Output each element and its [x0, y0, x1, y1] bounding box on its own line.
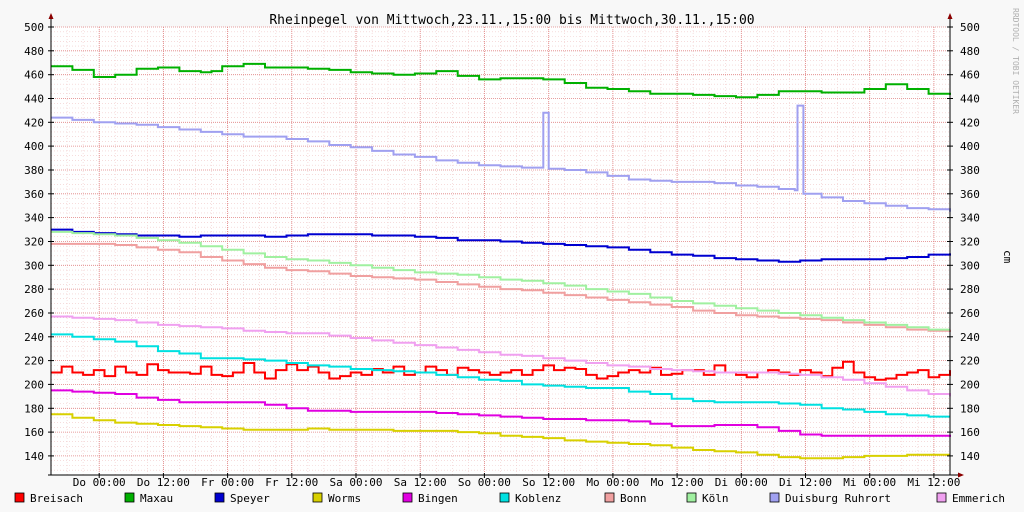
- series-line-speyer: [51, 228, 951, 263]
- y-axis-arrow: [947, 13, 953, 19]
- legend-label-bonn: Bonn: [620, 492, 647, 505]
- plot-area: [51, 27, 950, 475]
- y-tick-label-left: 280: [24, 283, 44, 296]
- legend-label-maxau: Maxau: [140, 492, 173, 505]
- series-line-emmerich: [51, 315, 951, 397]
- y-tick-label-right: 260: [960, 307, 980, 320]
- y-tick-label-left: 180: [24, 402, 44, 415]
- y-tick-label-right: 440: [960, 93, 980, 106]
- y-tick-label-left: 400: [24, 140, 44, 153]
- y-tick-label-right: 340: [960, 212, 980, 225]
- y-tick-label-right: 140: [960, 450, 980, 463]
- tick-labels: 140 140 160 160 180 180 200 200 220 220 240 240 260 2…: [24, 21, 980, 489]
- x-axis-arrow: [958, 472, 964, 478]
- y-tick-label-left: 140: [24, 450, 44, 463]
- y-tick-label-right: 360: [960, 188, 980, 201]
- legend-label-speyer: Speyer: [230, 492, 270, 505]
- y-tick-label-left: 220: [24, 355, 44, 368]
- legend-label-worms: Worms: [328, 492, 361, 505]
- x-tick-label: So 00:00: [458, 476, 511, 489]
- y-axis-label: cm: [1001, 250, 1014, 264]
- y-tick-label-left: 320: [24, 236, 44, 249]
- legend-swatch-koblenz: [499, 492, 510, 503]
- series-line-k-ln: [51, 230, 950, 331]
- chart-title: Rheinpegel von Mittwoch,23.11.,15:00 bis…: [269, 13, 754, 28]
- series-line-duisburg-ruhrort: [51, 104, 951, 212]
- x-tick-label: Mo 12:00: [651, 476, 704, 489]
- x-tick-label: Do 12:00: [137, 476, 190, 489]
- legend: Breisach Maxau Speyer Worms Bingen Koblenz Bon…: [14, 492, 1005, 505]
- y-tick-label-right: 220: [960, 355, 980, 368]
- legend-swatch-speyer: [214, 492, 225, 503]
- legend-swatch-duisburg-ruhrort: [769, 492, 780, 503]
- x-tick-label: Mi 00:00: [843, 476, 896, 489]
- y-tick-label-left: 380: [24, 164, 44, 177]
- y-tick-label-left: 300: [24, 259, 44, 272]
- legend-swatch-breisach: [14, 492, 25, 503]
- x-tick-label: Mi 12:00: [907, 476, 960, 489]
- y-tick-label-left: 460: [24, 69, 44, 82]
- x-tick-label: Fr 00:00: [201, 476, 254, 489]
- y-tick-label-right: 240: [960, 331, 980, 344]
- axes: [48, 13, 964, 478]
- series-line-maxau: [51, 62, 951, 99]
- legend-swatch-emmerich: [936, 492, 947, 503]
- legend-swatch-bingen: [402, 492, 413, 503]
- legend-label-duisburg-ruhrort: Duisburg Ruhrort: [785, 492, 891, 505]
- legend-label-k-ln: Köln: [702, 492, 729, 505]
- x-tick-label: Do 00:00: [73, 476, 126, 489]
- y-tick-label-right: 300: [960, 259, 980, 272]
- x-tick-label: Sa 12:00: [394, 476, 447, 489]
- legend-label-koblenz: Koblenz: [515, 492, 561, 505]
- legend-swatch-worms: [312, 492, 323, 503]
- y-tick-label-left: 440: [24, 93, 44, 106]
- grid: [50, 26, 951, 475]
- y-tick-label-left: 160: [24, 426, 44, 439]
- y-tick-label-right: 400: [960, 140, 980, 153]
- y-tick-label-right: 160: [960, 426, 980, 439]
- legend-swatch-maxau: [124, 492, 135, 503]
- legend-label-breisach: Breisach: [30, 492, 83, 505]
- series-line-worms: [51, 413, 950, 460]
- y-tick-label-left: 260: [24, 307, 44, 320]
- legend-swatch-bonn: [604, 492, 615, 503]
- y-axis-arrow: [48, 13, 54, 19]
- y-tick-label-right: 320: [960, 236, 980, 249]
- y-tick-label-right: 380: [960, 164, 980, 177]
- y-tick-label-left: 200: [24, 378, 44, 391]
- legend-swatch-k-ln: [686, 492, 697, 503]
- legend-label-emmerich: Emmerich: [952, 492, 1005, 505]
- x-tick-label: Di 12:00: [779, 476, 832, 489]
- y-tick-label-right: 460: [960, 69, 980, 82]
- x-tick-label: So 12:00: [522, 476, 575, 489]
- x-tick-label: Di 00:00: [715, 476, 768, 489]
- y-tick-label-left: 500: [24, 21, 44, 34]
- legend-label-bingen: Bingen: [418, 492, 458, 505]
- y-tick-label-right: 420: [960, 116, 980, 129]
- x-tick-label: Sa 00:00: [330, 476, 383, 489]
- y-tick-label-right: 480: [960, 45, 980, 58]
- y-tick-label-right: 200: [960, 378, 980, 391]
- y-tick-label-right: 500: [960, 21, 980, 34]
- y-tick-label-left: 340: [24, 212, 44, 225]
- x-tick-label: Fr 12:00: [265, 476, 318, 489]
- y-tick-label-right: 280: [960, 283, 980, 296]
- x-tick-label: Mo 00:00: [586, 476, 639, 489]
- y-tick-label-left: 480: [24, 45, 44, 58]
- y-tick-label-left: 360: [24, 188, 44, 201]
- series-line-bonn: [51, 242, 951, 332]
- series-line-breisach: [51, 360, 951, 381]
- series-line-koblenz: [51, 333, 950, 418]
- watermark: RRDTOOL / TOBI OETIKER: [1011, 8, 1020, 114]
- y-tick-label-left: 240: [24, 331, 44, 344]
- y-tick-label-right: 180: [960, 402, 980, 415]
- y-tick-label-left: 420: [24, 116, 44, 129]
- series-group: [51, 62, 951, 460]
- series-line-bingen: [51, 389, 951, 437]
